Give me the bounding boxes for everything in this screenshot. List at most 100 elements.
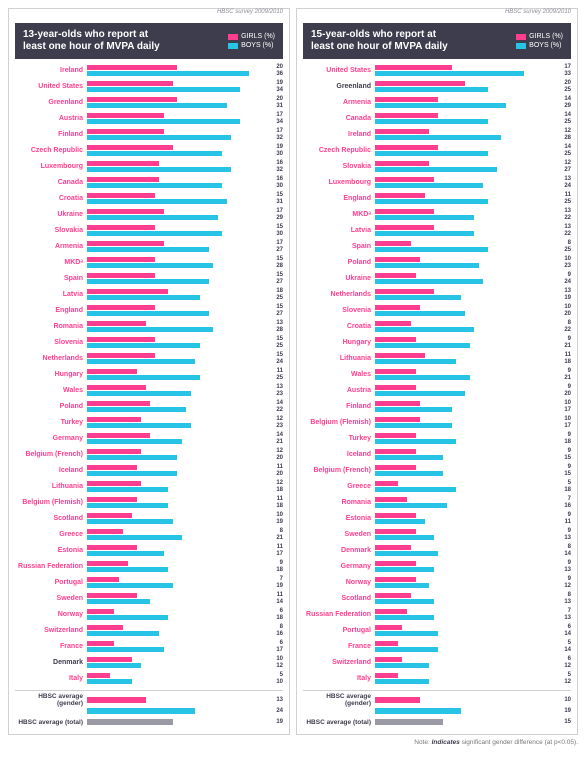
bar-group	[375, 431, 555, 446]
value-boys: 18	[564, 359, 571, 366]
chart-body: Ireland2036United States1934Greenland203…	[15, 63, 283, 686]
value-boys: 18	[564, 487, 571, 494]
country-label: Netherlands	[303, 287, 375, 302]
value-labels: 1017	[555, 399, 571, 414]
value-girls: 5	[568, 672, 571, 679]
country-row: Scotland1019	[15, 511, 283, 526]
bar-boys	[87, 71, 249, 76]
country-label: France	[15, 639, 87, 654]
bar-girls	[375, 241, 411, 246]
bar-group	[375, 159, 555, 174]
country-row: Lithuania1218	[15, 479, 283, 494]
bar-boys	[375, 247, 488, 252]
value-labels: 1934	[267, 79, 283, 94]
bar-boys	[87, 327, 213, 332]
value-labels: 510	[267, 671, 283, 686]
country-label: Wales	[303, 367, 375, 382]
bar-boys	[87, 215, 218, 220]
value-girls: 10	[564, 416, 571, 423]
avg-value: 15	[555, 719, 571, 725]
value-labels: 1227	[555, 159, 571, 174]
country-row: Scotland813	[303, 591, 571, 606]
bar-girls	[87, 401, 150, 406]
country-label: Romania	[15, 319, 87, 334]
value-labels: 1328	[267, 319, 283, 334]
value-boys: 14	[564, 647, 571, 654]
country-label: Spain	[303, 239, 375, 254]
value-labels: 1218	[267, 479, 283, 494]
country-label: Greenland	[15, 95, 87, 110]
bar-group	[87, 559, 267, 574]
value-labels: 913	[555, 527, 571, 542]
country-row: United States1733	[303, 63, 571, 78]
country-row: Croatia1531	[15, 191, 283, 206]
value-girls: 13	[564, 224, 571, 231]
swatch-boys	[228, 43, 238, 49]
value-labels: 1528	[267, 255, 283, 270]
chart-panel: HBSC survey 2009/201015-year-olds who re…	[296, 8, 578, 735]
bar-girls	[375, 289, 434, 294]
bar-boys	[375, 551, 438, 556]
bar-boys	[375, 119, 488, 124]
bar-girls	[375, 113, 438, 118]
value-boys: 13	[564, 535, 571, 542]
country-label: Belgium (Flemish)	[303, 415, 375, 430]
bar-girls	[375, 225, 434, 230]
value-girls: 11	[565, 352, 571, 359]
value-girls: 9	[568, 384, 571, 391]
avg-bar-boys	[87, 708, 195, 714]
value-girls: 15	[276, 304, 283, 311]
value-boys: 21	[276, 439, 283, 446]
bar-boys	[87, 119, 240, 124]
country-label: MKDᵃ	[15, 255, 87, 270]
value-girls: 10	[564, 256, 571, 263]
bar-boys	[87, 423, 191, 428]
value-boys: 24	[564, 183, 571, 190]
country-label: Poland	[303, 255, 375, 270]
value-girls: 11	[277, 464, 283, 471]
value-boys: 27	[276, 279, 283, 286]
value-labels: 1425	[555, 111, 571, 126]
bar-boys	[87, 535, 182, 540]
bar-group	[87, 95, 267, 110]
country-row: Greece518	[303, 479, 571, 494]
country-label: Ireland	[303, 127, 375, 142]
value-girls: 14	[564, 144, 571, 151]
value-boys: 18	[276, 567, 283, 574]
value-girls: 5	[280, 672, 283, 679]
bar-girls	[375, 337, 416, 342]
value-girls: 10	[564, 304, 571, 311]
value-labels: 1125	[267, 367, 283, 382]
value-labels: 1524	[267, 351, 283, 366]
country-label: Belgium (French)	[303, 463, 375, 478]
country-label: Hungary	[15, 367, 87, 382]
bar-group	[87, 143, 267, 158]
bar-girls	[375, 353, 425, 358]
averages-block: HBSC average (gender)1324HBSC average (t…	[15, 690, 283, 727]
country-label: Slovakia	[15, 223, 87, 238]
value-labels: 1012	[267, 655, 283, 670]
value-boys: 25	[564, 199, 571, 206]
value-girls: 11	[277, 544, 283, 551]
value-labels: 614	[555, 623, 571, 638]
country-label: Poland	[15, 399, 87, 414]
value-labels: 1421	[267, 431, 283, 446]
value-boys: 28	[564, 135, 571, 142]
bar-group	[375, 287, 555, 302]
bar-group	[87, 319, 267, 334]
bar-group	[375, 591, 555, 606]
country-label: Lithuania	[303, 351, 375, 366]
bar-girls	[375, 673, 398, 678]
value-girls: 6	[568, 656, 571, 663]
footnote: Note: Indicates significant gender diffe…	[8, 739, 578, 746]
country-label: Ukraine	[303, 271, 375, 286]
bar-boys	[87, 647, 164, 652]
value-labels: 719	[267, 575, 283, 590]
bar-group	[375, 367, 555, 382]
value-labels: 1527	[267, 271, 283, 286]
value-girls: 14	[276, 400, 283, 407]
bar-group	[375, 111, 555, 126]
bar-girls	[87, 385, 146, 390]
country-label: Greece	[15, 527, 87, 542]
bar-girls	[375, 273, 416, 278]
